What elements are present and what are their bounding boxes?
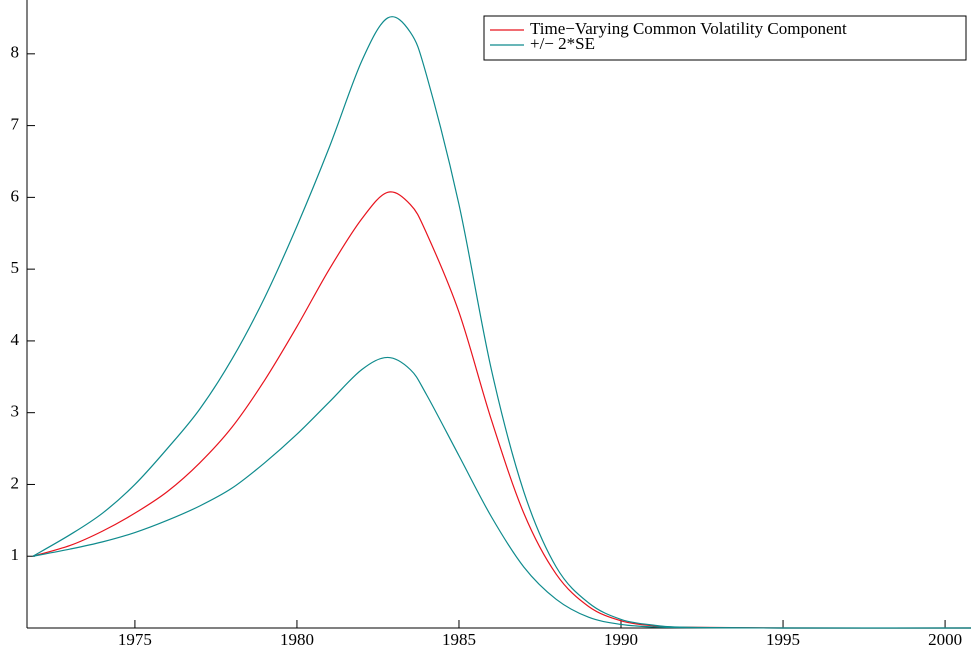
y-tick-label: 5	[11, 258, 20, 277]
y-tick-label: 1	[11, 545, 20, 564]
legend-box	[483, 15, 967, 61]
y-tick-label: 2	[11, 473, 20, 492]
series-line	[32, 191, 971, 629]
x-tick-label: 1990	[604, 630, 638, 649]
legend-label: Time−Varying Common Volatility Component	[530, 19, 847, 38]
legend: Time−Varying Common Volatility Component…	[483, 15, 967, 61]
x-tick-label: 2000	[928, 630, 962, 649]
y-tick-label: 6	[11, 186, 20, 205]
y-tick-label: 4	[11, 330, 20, 349]
series-line	[32, 16, 971, 629]
x-tick-label: 1985	[442, 630, 476, 649]
legend-label: +/− 2*SE	[530, 34, 595, 53]
y-tick-label: 8	[11, 43, 20, 62]
y-tick-label: 3	[11, 402, 20, 421]
x-tick-label: 1980	[280, 630, 314, 649]
y-tick-label: 7	[11, 115, 20, 134]
series-line	[32, 356, 971, 629]
x-tick-label: 1975	[118, 630, 152, 649]
x-tick-label: 1995	[766, 630, 800, 649]
